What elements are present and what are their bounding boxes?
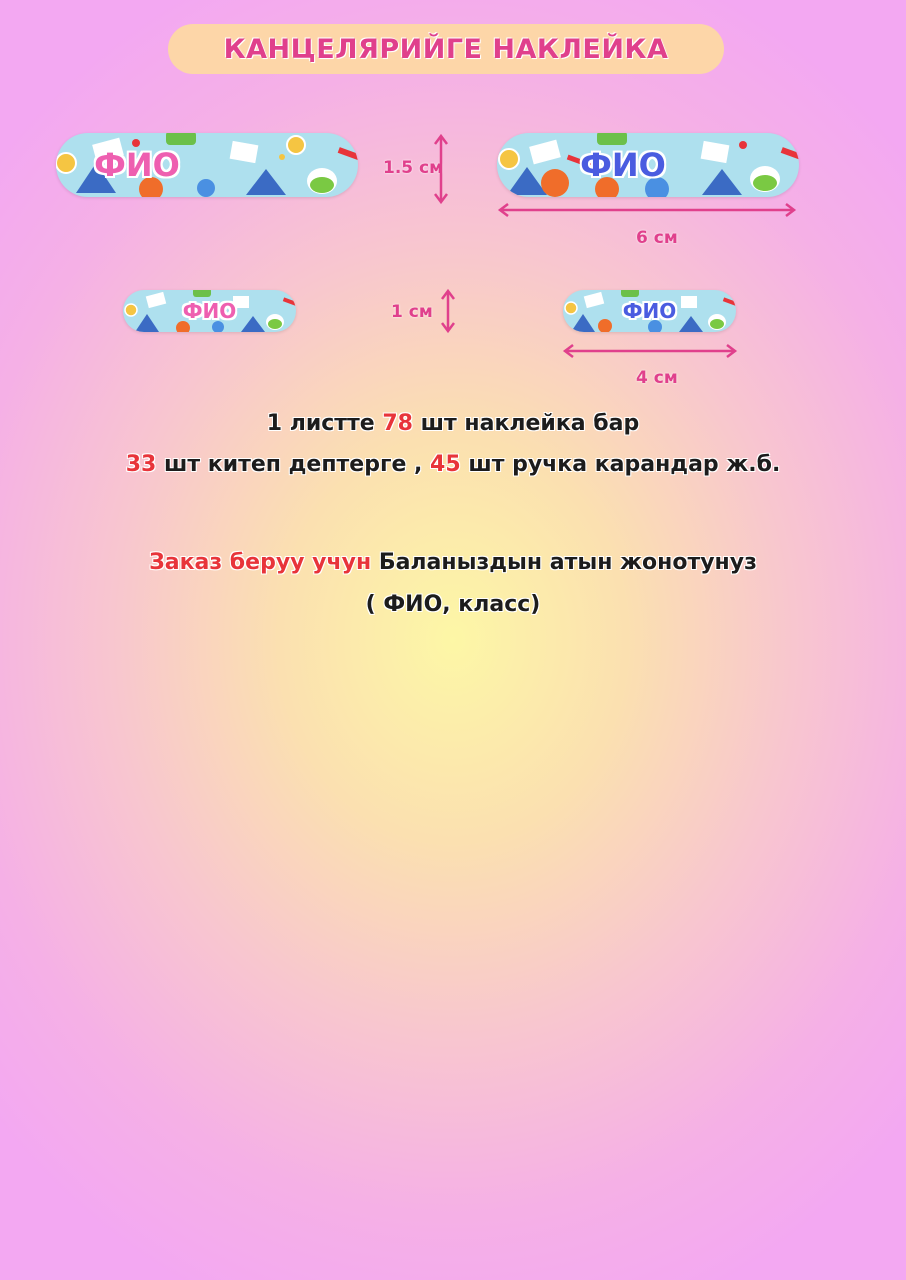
small-height-label: 1 см [391, 302, 433, 322]
info-line-sheet-count: 1 листте 78 шт наклейка бар [266, 411, 640, 436]
horizontal-arrow-icon [497, 203, 797, 217]
school-pattern-icon [56, 133, 358, 197]
large-height-label: 1.5 см [383, 158, 444, 178]
order-prompt: Заказ беруу учун [149, 550, 372, 575]
school-pattern-icon [124, 290, 296, 332]
info-line-fields: ( ФИО, класс) [365, 592, 541, 617]
pen-count: 45 [430, 452, 461, 477]
info-line-order: Заказ беруу учун Баланыздын атын жонотун… [149, 550, 757, 575]
info-line-breakdown: 33 шт китеп дептерге , 45 шт ручка каран… [125, 452, 781, 477]
sticker-name-text: ФИО [182, 299, 237, 323]
sticker-name-text: ФИО [94, 146, 180, 184]
large-width-label: 6 см [636, 228, 678, 248]
vertical-arrow-icon [434, 133, 448, 205]
school-pattern-icon [498, 133, 799, 197]
sticker-total-count: 78 [382, 411, 413, 436]
horizontal-arrow-icon [562, 344, 738, 358]
sticker-large-pink: ФИО [56, 133, 358, 197]
notebook-count: 33 [125, 452, 157, 477]
sticker-large-blue: ФИО [497, 133, 799, 197]
sticker-name-text: ФИО [622, 299, 677, 323]
small-width-label: 4 см [636, 368, 678, 388]
school-pattern-icon [564, 290, 736, 332]
title-banner: КАНЦЕЛЯРИЙГЕ НАКЛЕЙКА [168, 24, 724, 74]
page-title: КАНЦЕЛЯРИЙГЕ НАКЛЕЙКА [223, 33, 669, 65]
vertical-arrow-icon [441, 288, 455, 334]
sticker-name-text: ФИО [580, 146, 666, 184]
sticker-small-pink: ФИО [123, 290, 296, 332]
sticker-small-blue: ФИО [563, 290, 736, 332]
